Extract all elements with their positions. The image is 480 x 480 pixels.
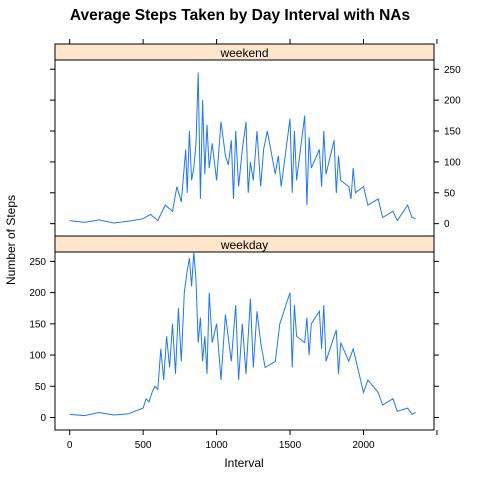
series-line-weekend [69, 72, 416, 224]
y-tick-label: 250 [29, 257, 46, 268]
panel-frame-weekday [54, 251, 435, 431]
y-tick-label: 200 [29, 288, 46, 299]
x-tick-label: 0 [67, 440, 73, 451]
y-tick-label: 0 [444, 219, 450, 230]
x-tick-label: 1500 [279, 440, 302, 451]
panel-frame-weekend [54, 59, 435, 237]
y-axis-label: Number of Steps [4, 195, 18, 285]
panels: weekend 0 50 100 150 200 250 weekday 0 50 100 150 20… [29, 39, 461, 451]
chart-title: Average Steps Taken by Day Interval with… [70, 7, 410, 24]
y-tick-label: 50 [444, 188, 456, 199]
y-tick-label: 50 [35, 382, 47, 393]
y-tick-label: 150 [29, 319, 46, 330]
y-tick-label: 100 [29, 351, 46, 362]
y-tick-label: 150 [444, 127, 461, 138]
y-tick-label: 200 [444, 96, 461, 107]
series-line-weekday [69, 251, 416, 417]
strip-label: weekend [219, 46, 268, 60]
y-tick-label: 100 [444, 157, 461, 168]
strip-label: weekday [220, 238, 268, 252]
y-tick-label: 0 [40, 413, 46, 424]
x-axis-label: Interval [224, 456, 263, 470]
x-tick-label: 1000 [205, 440, 228, 451]
y-tick-label: 250 [444, 65, 461, 76]
x-tick-label: 2000 [352, 440, 375, 451]
x-tick-label: 500 [135, 440, 152, 451]
